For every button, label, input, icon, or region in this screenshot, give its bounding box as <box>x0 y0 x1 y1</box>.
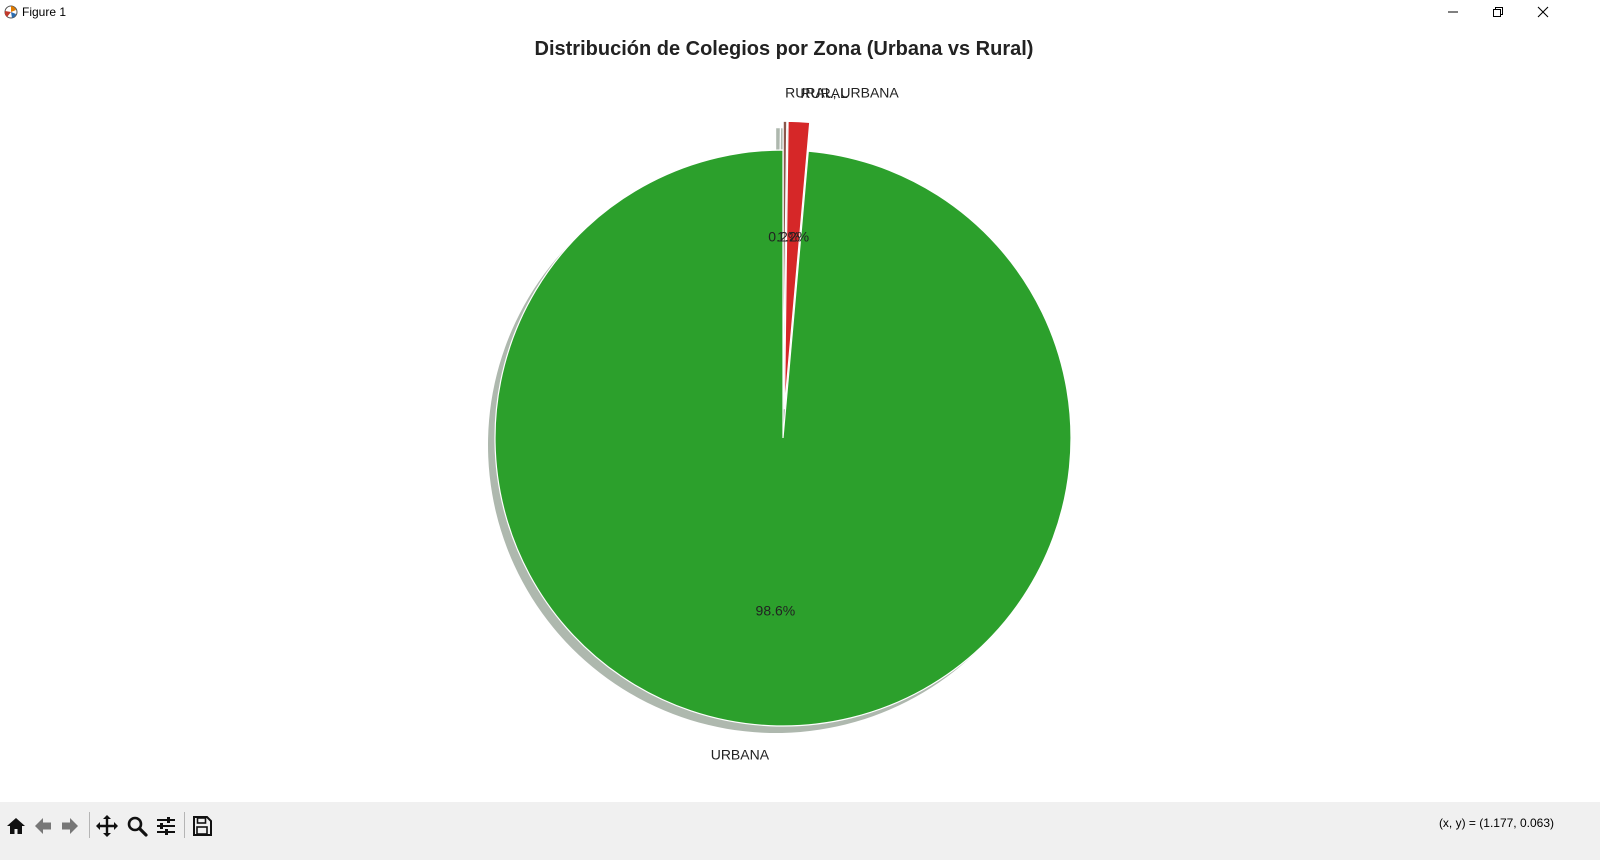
pie-percent-label-urbana: 98.6% <box>756 603 796 619</box>
navigation-toolbar: (x, y) = (1.177, 0.063) <box>0 802 1600 860</box>
pie-category-label-rural-urbana: RURAL, URBANA <box>785 84 899 100</box>
cursor-coordinates: (x, y) = (1.177, 0.063) <box>1438 816 1554 830</box>
zoom-button[interactable] <box>123 812 151 840</box>
pie-category-label-urbana: URBANA <box>711 746 770 762</box>
forward-button[interactable] <box>56 812 84 840</box>
window-title: Figure 1 <box>22 5 67 19</box>
back-icon <box>35 818 51 834</box>
close-button[interactable] <box>1520 0 1566 24</box>
home-button[interactable] <box>2 812 30 840</box>
back-button[interactable] <box>29 812 57 840</box>
save-icon <box>193 816 212 836</box>
pie-slice-rural-urbana <box>782 120 788 410</box>
pie-percent-label-rural: 1.2% <box>777 229 809 245</box>
toolbar-separator <box>89 812 90 838</box>
save-button[interactable] <box>188 812 216 840</box>
pie-percent-label-rural-urbana: 0.2% <box>768 228 800 244</box>
close-icon <box>1537 6 1549 18</box>
pan-icon <box>96 815 118 837</box>
pie-label-layer: URBANA 98.6% RURAL 1.2% RURAL, URBANA 0.2% <box>711 84 900 762</box>
minimize-icon <box>1448 11 1458 13</box>
toolbar-separator <box>184 812 185 838</box>
restore-button[interactable] <box>1475 0 1521 24</box>
configure-subplots-icon <box>157 817 175 835</box>
configure-subplots-button[interactable] <box>152 812 180 840</box>
window-title-bar: Figure 1 <box>0 0 1600 24</box>
chart-title: Distribución de Colegios por Zona (Urban… <box>535 38 1034 60</box>
minimize-button[interactable] <box>1430 0 1476 24</box>
zoom-icon <box>127 816 148 837</box>
pie-slice-urbana <box>494 149 1072 727</box>
restore-icon <box>1493 7 1503 17</box>
pie-slice-rural <box>783 120 811 410</box>
pan-button[interactable] <box>93 812 121 840</box>
figure-canvas[interactable]: URBANA 98.6% RURAL 1.2% RURAL, URBANA 0.2% Di… <box>0 24 1600 802</box>
pie-wedge-layer <box>494 120 1072 727</box>
forward-icon <box>62 818 78 834</box>
pie-category-label-rural: RURAL <box>800 85 848 101</box>
home-icon <box>7 818 25 834</box>
matplotlib-app-icon <box>4 5 18 19</box>
